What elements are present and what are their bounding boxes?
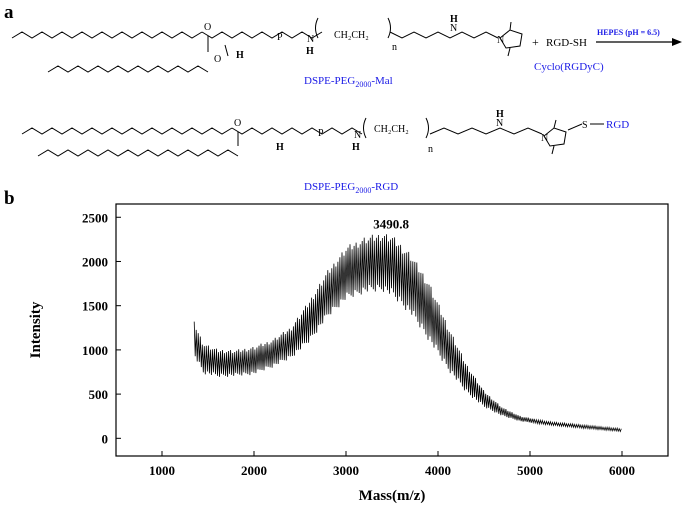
axis-ticks: 1000 2000 3000 4000 5000 6000 0 500 1000 1500 2000… [82, 210, 635, 478]
reaction-condition: HEPES (pH = 6.5) [597, 28, 660, 37]
atom-h: H [352, 142, 360, 153]
atom-s: S [582, 120, 588, 131]
atom-o: O [214, 54, 221, 65]
plot-frame [115, 203, 669, 457]
atom-p: P [318, 128, 324, 139]
y-tick-label: 500 [89, 387, 109, 402]
spectrum-line [193, 234, 622, 433]
atom-n: N [450, 23, 457, 34]
y-axis-label: Intensity [28, 301, 44, 358]
x-tick-label: 3000 [333, 463, 359, 478]
x-tick-label: 1000 [149, 463, 175, 478]
atom-o: O [204, 22, 211, 33]
peak-annotation: 3490.8 [373, 216, 409, 231]
peg-n: n [428, 144, 433, 155]
x-axis-label: Mass(m/z) [359, 488, 426, 504]
atom-o: O [234, 118, 241, 129]
reactant-atoms: O O H P N H CH₂CH₂ n N H N [204, 14, 504, 65]
y-tick-label: 2000 [82, 254, 108, 269]
reactant-structure [11, 17, 523, 73]
peg-unit: CH₂CH₂ [374, 124, 409, 135]
reactant-label: DSPE-PEG2000-Mal [304, 75, 393, 89]
reaction-arrow [596, 38, 682, 46]
peg-unit: CH₂CH₂ [334, 30, 369, 41]
atom-n: N [541, 133, 548, 144]
plus-sign: + [532, 35, 539, 49]
atom-n: N [497, 35, 504, 46]
reaction-scheme: a O O H P N H CH₂CH₂ n N H N DSPE-PEG200… [4, 2, 682, 195]
atom-h: H [306, 46, 314, 57]
reagent-name: Cyclo(RGDyC) [534, 61, 604, 73]
reagent: RGD-SH [546, 37, 587, 49]
peg-n: n [392, 42, 397, 53]
atom-p: P [277, 32, 283, 43]
x-tick-label: 5000 [517, 463, 543, 478]
product-label: DSPE-PEG2000-RGD [304, 181, 398, 195]
atom-h: H [236, 50, 244, 61]
y-tick-label: 0 [102, 431, 109, 446]
atom-n: N [307, 34, 314, 45]
y-tick-label: 1000 [82, 343, 108, 358]
x-tick-label: 2000 [241, 463, 267, 478]
atom-h: H [450, 14, 458, 25]
x-tick-label: 6000 [609, 463, 635, 478]
panel-a-label: a [4, 2, 14, 23]
product-atoms: O H P N H CH₂CH₂ n N H N S [234, 109, 588, 155]
atom-h: H [496, 109, 504, 120]
y-tick-label: 2500 [82, 210, 108, 225]
atom-n: N [354, 130, 361, 141]
x-tick-label: 4000 [425, 463, 451, 478]
product-structure [21, 117, 604, 157]
atom-n: N [496, 118, 503, 129]
atom-h: H [276, 142, 284, 153]
y-tick-label: 1500 [82, 299, 108, 314]
product-rgd-tag: RGD [606, 119, 629, 131]
